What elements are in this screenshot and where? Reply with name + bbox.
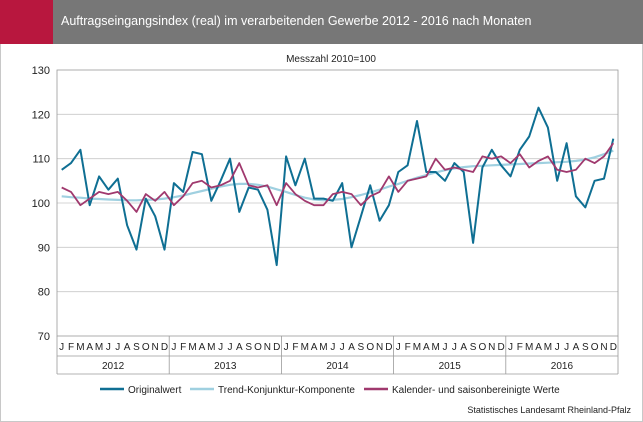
year-label: 2015 <box>439 361 462 372</box>
x-month-label: M <box>188 342 196 353</box>
header-accent-block <box>0 0 53 44</box>
x-month-label: O <box>479 342 487 353</box>
y-tick-label: 120 <box>32 109 50 121</box>
x-month-label: F <box>292 342 298 353</box>
chart-title: Auftragseingangsindex (real) im verarbei… <box>61 14 532 28</box>
x-month-label: A <box>460 342 467 353</box>
x-month-label: F <box>405 342 411 353</box>
x-month-label: S <box>245 342 252 353</box>
x-month-label: F <box>180 342 186 353</box>
x-month-label: J <box>564 342 569 353</box>
x-month-label: A <box>124 342 131 353</box>
x-month-label: O <box>366 342 374 353</box>
x-month-label: A <box>311 342 318 353</box>
y-tick-label: 80 <box>38 287 50 299</box>
year-label: 2016 <box>551 361 574 372</box>
y-tick-label: 130 <box>32 65 50 77</box>
x-month-label: N <box>152 342 159 353</box>
x-month-label: M <box>301 342 309 353</box>
x-month-label: M <box>95 342 103 353</box>
x-month-label: D <box>498 342 505 353</box>
x-month-label: J <box>555 342 560 353</box>
x-month-label: J <box>171 342 176 353</box>
x-month-label: A <box>535 342 542 353</box>
x-month-label: J <box>330 342 335 353</box>
series-line-2 <box>61 142 615 213</box>
x-month-label: O <box>254 342 262 353</box>
series-line-0 <box>61 106 615 267</box>
x-month-label: O <box>142 342 150 353</box>
y-tick-label: 100 <box>32 198 50 210</box>
x-month-label: J <box>508 342 513 353</box>
x-month-label: A <box>423 342 430 353</box>
x-month-label: J <box>396 342 401 353</box>
y-tick-label: 110 <box>32 154 50 166</box>
source-note: Statistisches Landesamt Rheinland-Pfalz <box>467 405 631 415</box>
header-bar: Auftragseingangsindex (real) im verarbei… <box>53 0 643 44</box>
chart-subtitle: Messzahl 2010=100 <box>286 54 376 65</box>
x-month-label: M <box>413 342 421 353</box>
x-month-label: N <box>264 342 271 353</box>
x-month-label: S <box>358 342 365 353</box>
x-month-label: J <box>452 342 457 353</box>
x-month-label: F <box>517 342 523 353</box>
x-month-label: S <box>470 342 477 353</box>
x-month-label: J <box>106 342 111 353</box>
x-month-label: J <box>227 342 232 353</box>
x-month-label: J <box>59 342 64 353</box>
x-month-label: M <box>207 342 215 353</box>
x-month-label: M <box>319 342 327 353</box>
x-month-label: D <box>273 342 280 353</box>
x-month-label: J <box>115 342 120 353</box>
x-month-label: J <box>340 342 345 353</box>
x-month-label: N <box>600 342 607 353</box>
year-label: 2012 <box>102 361 125 372</box>
x-month-label: M <box>76 342 84 353</box>
x-month-label: D <box>385 342 392 353</box>
x-month-label: N <box>376 342 383 353</box>
x-month-label: S <box>133 342 140 353</box>
x-month-label: D <box>161 342 168 353</box>
x-month-label: N <box>488 342 495 353</box>
grid-lines <box>57 113 618 293</box>
x-month-label: J <box>218 342 223 353</box>
x-month-label: J <box>443 342 448 353</box>
x-month-label: M <box>544 342 552 353</box>
legend-label: Trend-Konjunktur-Komponente <box>218 385 355 396</box>
y-tick-label: 70 <box>38 331 50 343</box>
year-label: 2013 <box>214 361 237 372</box>
x-month-label: F <box>68 342 74 353</box>
x-month-label: M <box>525 342 533 353</box>
series-lines <box>61 106 615 267</box>
plot-area <box>56 69 619 337</box>
x-month-label: M <box>432 342 440 353</box>
x-month-label: D <box>610 342 617 353</box>
legend: Originalwert Trend-Konjunktur-Komponente K… <box>100 385 560 396</box>
x-month-label: O <box>591 342 599 353</box>
x-month-label: S <box>582 342 589 353</box>
x-month-label: A <box>86 342 93 353</box>
year-label: 2014 <box>326 361 349 372</box>
x-month-label: A <box>348 342 355 353</box>
legend-label: Kalender- und saisonbereinigte Werte <box>392 385 560 396</box>
y-tick-label: 90 <box>38 242 50 254</box>
x-month-label: A <box>573 342 580 353</box>
x-month-label: J <box>284 342 289 353</box>
x-month-label: A <box>236 342 243 353</box>
x-month-label: A <box>199 342 206 353</box>
y-axis: 70 80 90 100 110 120 130 <box>32 65 50 343</box>
legend-label: Originalwert <box>128 385 182 396</box>
